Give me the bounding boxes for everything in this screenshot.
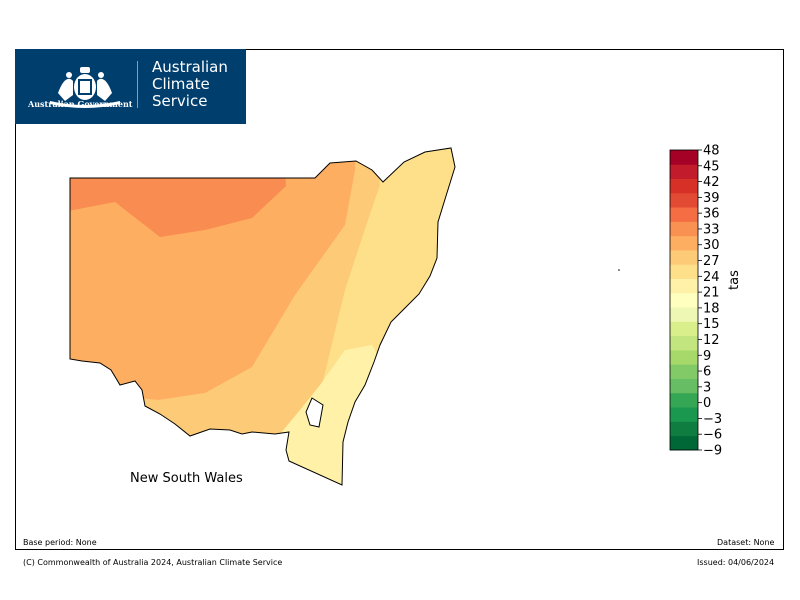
issued-date: Issued: 04/06/2024 (697, 558, 775, 567)
colorbar-border (669, 149, 699, 451)
colorbar-tick-label: 30 (703, 238, 720, 253)
colorbar-tick-label: 48 (703, 144, 720, 159)
header-banner: Australian Government Australian Climate… (15, 49, 246, 124)
colorbar-tick-label: 45 (703, 159, 720, 174)
colorbar-tick-label: 42 (703, 175, 720, 190)
government-text: Australian Government (28, 99, 133, 109)
colorbar-tick-label: 0 (703, 396, 711, 411)
colorbar-tick-label: 27 (703, 254, 720, 269)
act-enclave (305, 397, 324, 428)
colorbar-segment (670, 192, 698, 208)
colorbar-segment (670, 364, 698, 379)
service-name-line-1: Australian (152, 58, 228, 76)
colorbar-segment (670, 307, 698, 322)
service-name-line-2: Climate (152, 75, 210, 93)
map-frame (15, 49, 784, 550)
colorbar-segment (670, 207, 698, 222)
dataset-note: Dataset: None (717, 538, 775, 547)
colorbar-tick-label: 12 (703, 333, 720, 348)
base-period-note: Base period: None (23, 538, 97, 547)
colorbar-segment (670, 250, 698, 265)
service-name-line-3: Service (152, 92, 208, 110)
colorbar-tick-label: −6 (703, 428, 722, 443)
colorbar-segment (670, 221, 698, 237)
colorbar-segment (670, 435, 698, 451)
colorbar-segment (670, 150, 698, 165)
colorbar-tick-label: 3 (703, 380, 711, 395)
colorbar-tick-label: 6 (703, 365, 711, 380)
colorbar-segment (670, 378, 698, 394)
colorbar-tick-label: 18 (703, 301, 720, 316)
colorbar-segment (670, 235, 698, 251)
colorbar-tick-label: 36 (703, 207, 720, 222)
colorbar-segment (670, 321, 698, 337)
colorbar-tick-label: 15 (703, 317, 720, 332)
lord-howe-island-dot (618, 269, 620, 271)
colorbar-segment (670, 350, 698, 365)
colorbar-tick-label: −9 (703, 444, 722, 459)
colorbar-segment (670, 392, 698, 408)
colorbar-segment (670, 292, 698, 308)
colorbar-segment (670, 335, 698, 351)
colorbar-tick-label: 33 (703, 222, 720, 237)
colorbar-segment (670, 407, 698, 422)
region-label: New South Wales (130, 471, 243, 486)
colorbar-segment (670, 264, 698, 279)
colorbar-label: tas (727, 270, 742, 290)
colorbar-tick-label: 9 (703, 349, 711, 364)
copyright-note: (C) Commonwealth of Australia 2024, Aust… (23, 558, 283, 567)
colorbar-tick-label: 21 (703, 286, 720, 301)
colorbar-segment (670, 421, 698, 437)
coat-of-arms-icon (50, 67, 120, 108)
colorbar-tick-label: −3 (703, 412, 722, 427)
banner-divider (137, 61, 138, 108)
colorbar-segment (670, 164, 698, 179)
colorbar-segment (670, 178, 698, 194)
colorbar-tick-label: 24 (703, 270, 720, 285)
colorbar-segment (670, 278, 698, 294)
colorbar-tick-label: 39 (703, 191, 720, 206)
